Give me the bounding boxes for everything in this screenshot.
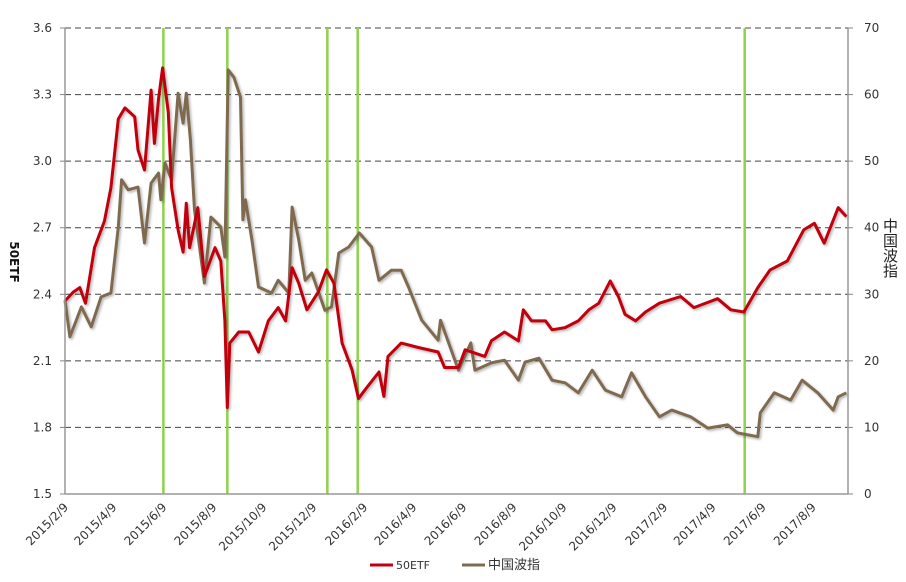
x-tick-label: 2016/2/9 [322,500,370,548]
y-right-tick-label: 20 [864,354,879,368]
y-tick-label: 1.8 [33,420,52,434]
x-tick-label: 2016/4/9 [372,500,420,548]
x-tick-label: 2016/8/9 [472,500,520,548]
x-tick-label: 2015/6/9 [121,500,169,548]
x-tick-label: 2017/8/9 [771,500,819,548]
series-line-50etf [63,66,848,409]
y-tick-label: 2.4 [33,287,52,301]
x-tick-label: 2016/10/9 [516,500,569,553]
series-line-vix [63,68,848,439]
legend: 50ETF 中国波指 [370,558,540,573]
y-axis-label-right: 中国波指 [881,218,899,279]
x-tick-label: 2017/6/9 [721,500,769,548]
x-tick-label: 2017/4/9 [671,500,719,548]
x-axis-ticks: 2015/2/9 2015/4/9 2015/6/9 2015/8/92015/10/… [23,500,819,553]
y-right-tick-label: 10 [864,420,879,434]
y-tick-label: 3.0 [33,154,52,168]
x-tick-label: 2016/12/9 [566,500,619,553]
y-right-tick-label: 60 [864,88,879,102]
y-right-tick-label: 30 [864,287,879,301]
y-tick-label: 2.7 [33,221,52,235]
y-tick-label: 1.5 [33,487,52,501]
series-lines [63,66,848,439]
y-right-tick-label: 50 [864,154,879,168]
axes [64,28,849,495]
left-axis-ticks: 1.5 1.8 2.1 2.4 2.7 3.0 3.3 3.6 [33,21,65,501]
y-axis-label-left: 50ETF [7,241,21,282]
y-right-tick-label: 70 [864,21,879,35]
y-right-tick-label: 0 [864,487,872,501]
y-tick-label: 2.1 [33,354,52,368]
y-tick-label: 3.3 [33,88,52,102]
legend-label-50etf: 50ETF [396,559,430,572]
x-tick-label: 2015/4/9 [71,500,119,548]
y-right-tick-label: 40 [864,221,879,235]
x-tick-label: 2017/2/9 [622,500,670,548]
x-tick-label: 2015/2/9 [23,500,71,548]
x-tick-label: 2015/12/9 [266,500,319,553]
vertical-markers [162,28,746,494]
y-tick-label: 3.6 [33,21,52,35]
legend-label-vix: 中国波指 [488,558,540,573]
x-tick-label: 2016/6/9 [422,500,470,548]
x-tick-label: 2015/10/9 [216,500,269,553]
x-tick-label: 2015/8/9 [172,500,220,548]
right-axis-ticks: 0 10 20 30 40 50 60 70 [848,21,879,501]
